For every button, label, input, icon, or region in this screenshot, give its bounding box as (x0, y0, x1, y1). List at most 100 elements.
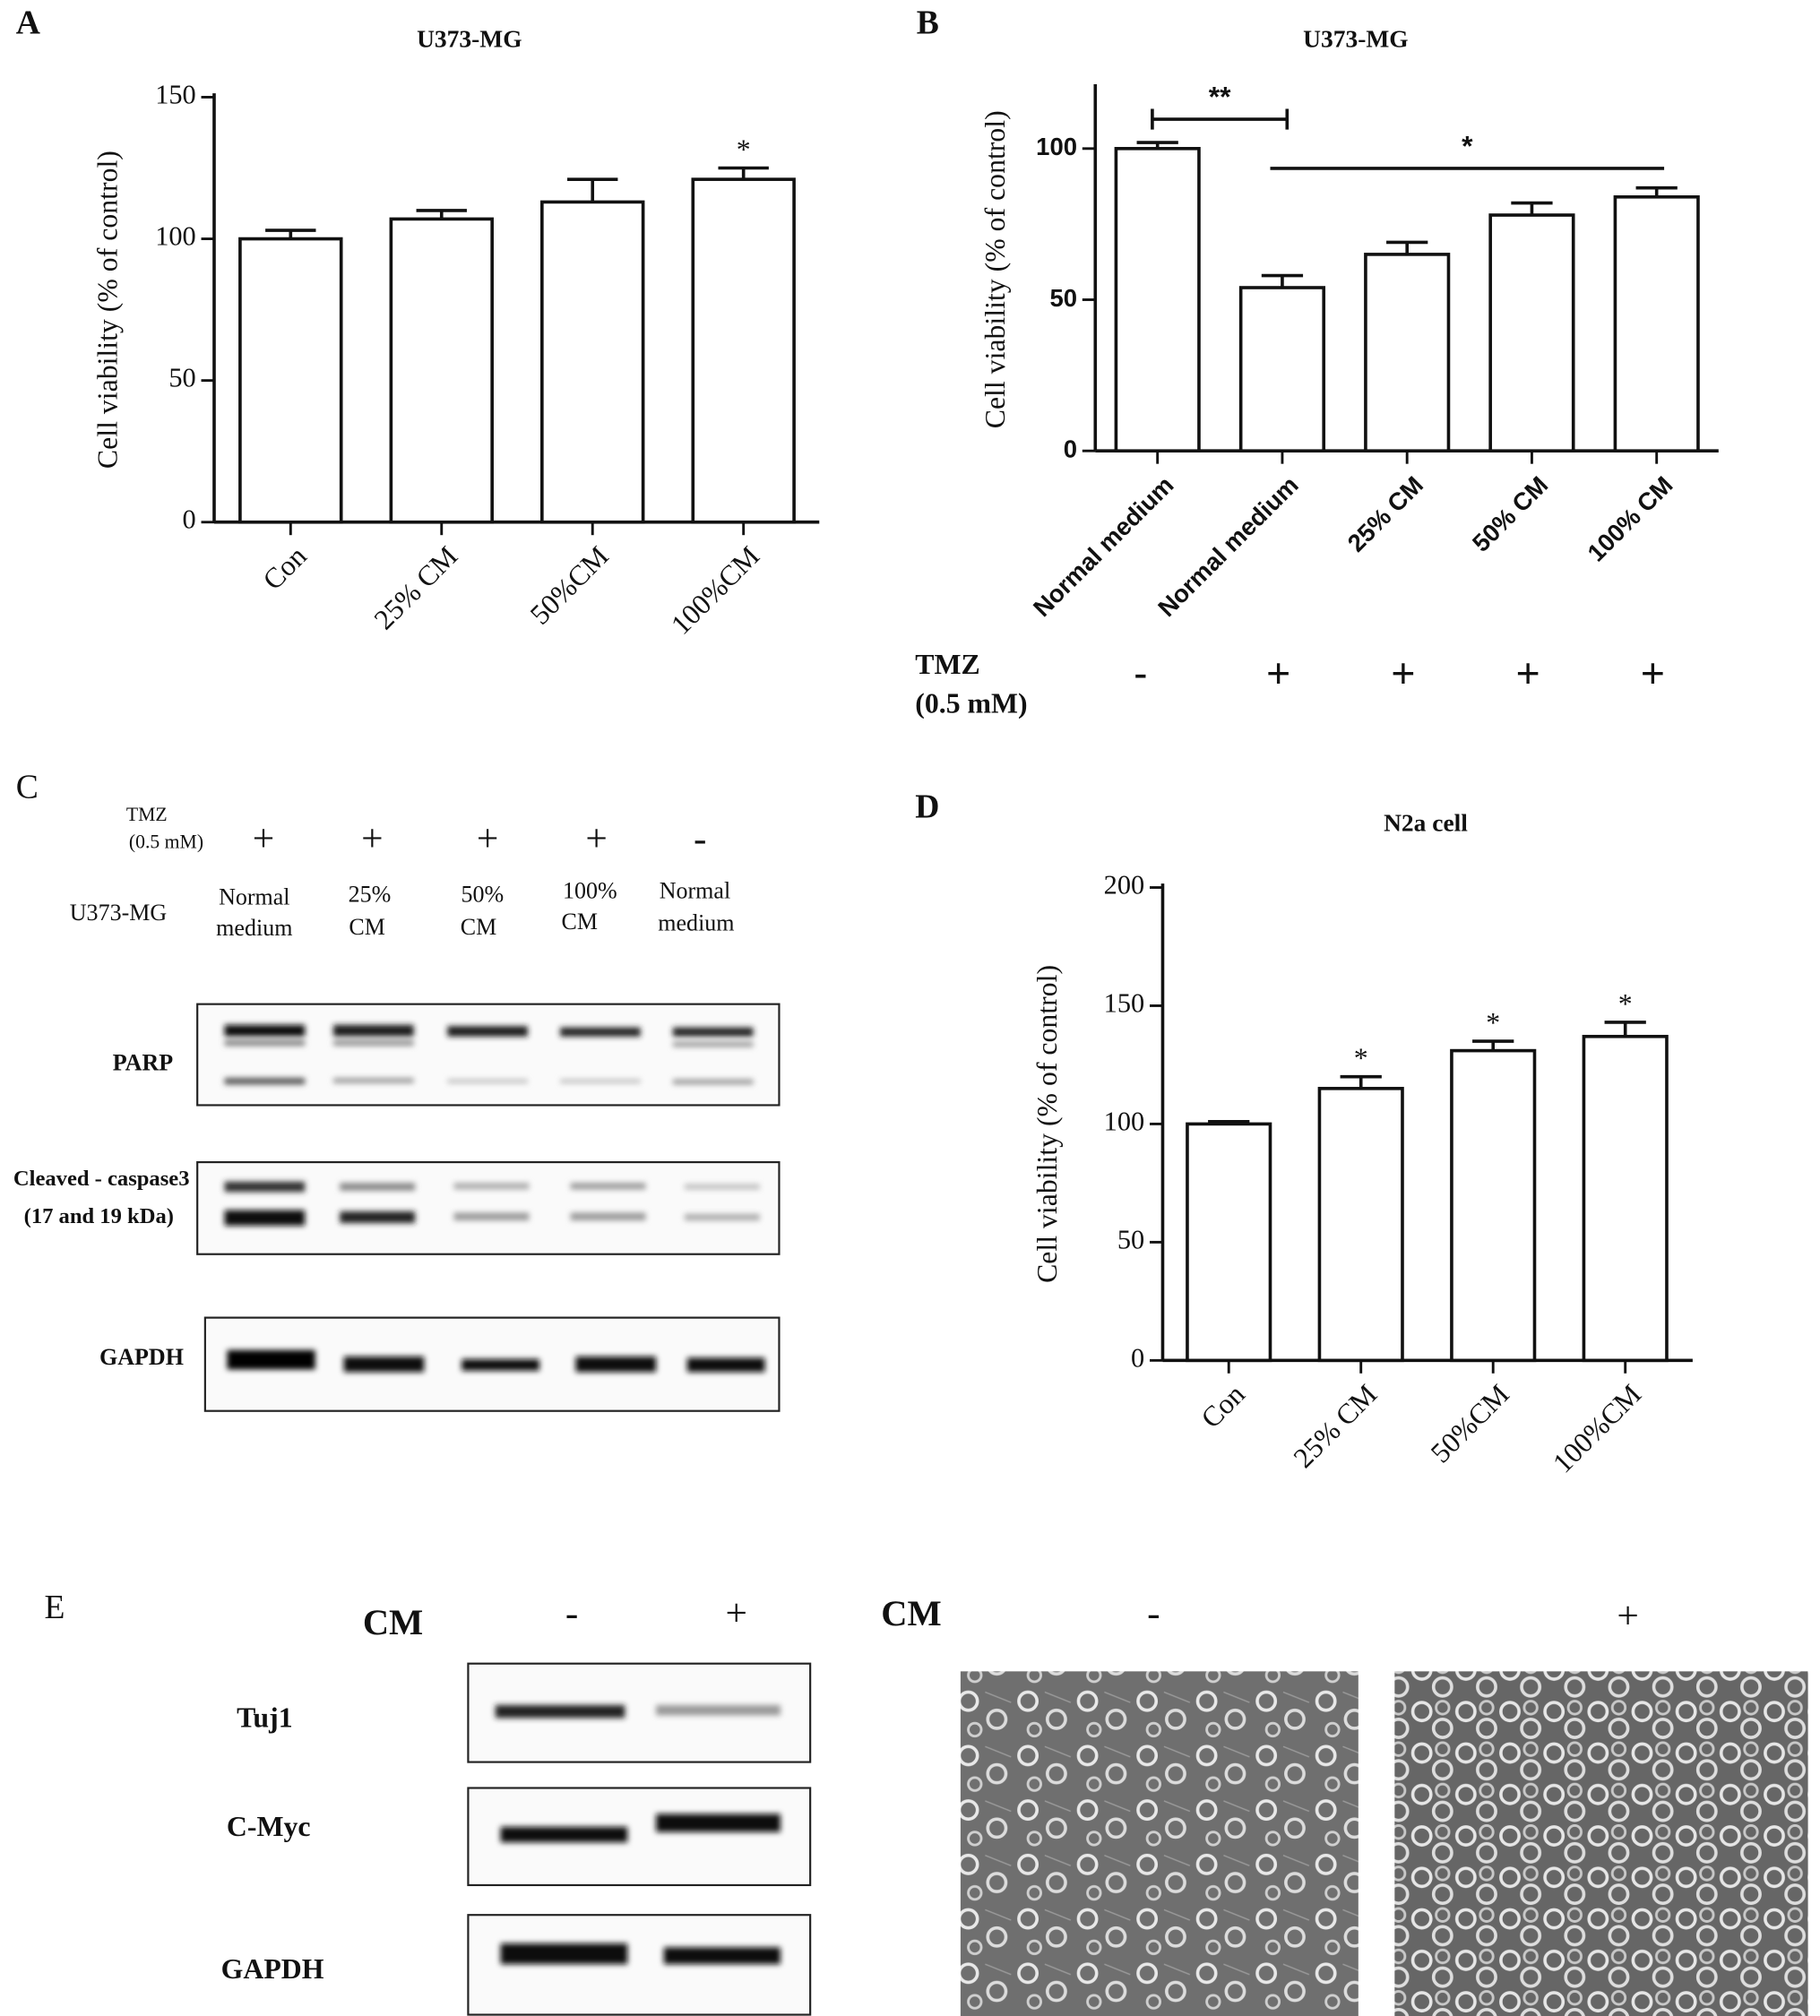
panel-label: C (16, 770, 39, 806)
lane-label: 25% (349, 882, 392, 908)
treatment-sign: - (1134, 650, 1147, 696)
image-sign: + (1617, 1594, 1638, 1637)
bar (389, 217, 494, 524)
cell-image (960, 1671, 1359, 2016)
y-axis-label: Cell viability (% of control) (1031, 965, 1063, 1283)
y-tick-label: 50 (1117, 1224, 1144, 1254)
x-tick-label: 25% CM (368, 540, 464, 636)
treatment-sign: + (1391, 650, 1415, 696)
y-tick-label: 100 (1104, 1106, 1145, 1136)
panel-label: D (915, 788, 939, 825)
bar (1238, 286, 1326, 453)
row-label: (17 and 19 kDa) (24, 1204, 174, 1228)
treatment-label: TMZ (915, 649, 979, 680)
panel-c: C TMZ (0.5 mM) + + + + - U373-MG Normal … (13, 770, 781, 1412)
significance: * (737, 134, 751, 165)
treatment-sign: + (1266, 650, 1290, 696)
bar (1186, 1122, 1272, 1363)
lane-label: Normal (219, 884, 289, 910)
y-tick-label: 100 (155, 221, 196, 252)
panel-label: A (16, 5, 40, 42)
bar (1317, 1087, 1404, 1363)
bar (1114, 147, 1201, 453)
tmz-sign: + (585, 817, 607, 860)
blot (467, 1914, 812, 2016)
row-label: C-Myc (227, 1811, 311, 1842)
y-axis-label: Cell viability (% of control) (979, 110, 1011, 428)
bar (540, 200, 645, 524)
x-tick-label: 25% CM (1288, 1378, 1384, 1474)
bar (238, 237, 343, 524)
x-tick-label: 25% CM (1342, 470, 1428, 556)
panel-e: E CM - + Tuj1 C-Myc GAPDH CM - + (45, 1590, 1808, 2016)
cm-sign: + (725, 1592, 746, 1635)
tmz-label: TMZ (126, 804, 168, 825)
row-label: GAPDH (221, 1953, 324, 1985)
significance: ** (1209, 80, 1231, 112)
y-tick-label: 0 (1064, 435, 1077, 462)
y-tick-label: 100 (1036, 133, 1077, 160)
significance: * (1618, 988, 1633, 1020)
lane-label: 50% (461, 882, 504, 908)
y-tick-label: 50 (168, 363, 195, 393)
treatment-sign: + (1516, 650, 1540, 696)
cm-label: CM (363, 1602, 423, 1642)
bands (227, 1349, 765, 1373)
y-tick-label: 150 (1104, 987, 1145, 1018)
lane-label: Normal (660, 877, 730, 903)
tmz-sign: + (477, 817, 498, 860)
panel-label: E (45, 1590, 65, 1626)
x-tick-label: Con (1195, 1378, 1251, 1434)
x-tick-label: Con (257, 540, 313, 596)
tmz-sign: + (361, 817, 383, 860)
chart-title: U373-MG (417, 26, 522, 53)
y-tick-label: 0 (1131, 1342, 1144, 1373)
image-sign: - (1147, 1592, 1160, 1635)
blot (196, 1003, 781, 1107)
bar (1613, 194, 1700, 453)
bar (691, 177, 796, 524)
y-tick-label: 200 (1104, 869, 1145, 900)
x-tick-label: 100% CM (1582, 470, 1678, 566)
image-cm-label: CM (881, 1593, 941, 1633)
bar (1582, 1034, 1669, 1363)
significance: * (1486, 1007, 1500, 1038)
significance: * (1462, 129, 1473, 161)
x-tick-label: 100%CM (1547, 1378, 1647, 1478)
lane-label: medium (658, 909, 734, 935)
row-label: Tuj1 (237, 1702, 292, 1734)
chart-title: U373-MG (1303, 26, 1408, 53)
lane-label: CM (562, 909, 598, 935)
tmz-dose: (0.5 mM) (129, 831, 203, 852)
cm-sign: - (565, 1592, 578, 1635)
bands (224, 1024, 754, 1085)
lane-label: 100% (563, 877, 617, 903)
lane-label: CM (349, 914, 384, 940)
bands (224, 1181, 760, 1226)
cell-label: U373-MG (70, 900, 167, 926)
x-tick-label: 100%CM (665, 540, 765, 641)
tmz-sign: + (253, 817, 274, 860)
cell-image (1394, 1671, 1808, 2016)
y-tick-label: 150 (155, 79, 196, 109)
y-tick-label: 50 (1049, 284, 1077, 312)
significance: * (1354, 1043, 1368, 1074)
row-label: GAPDH (99, 1344, 184, 1370)
panel-label: B (917, 5, 939, 42)
y-tick-label: 0 (183, 504, 196, 535)
treatment-sign: + (1641, 650, 1665, 696)
x-tick-label: 50%CM (524, 540, 615, 631)
row-label: PARP (113, 1050, 174, 1076)
chart-title: N2a cell (1384, 809, 1468, 836)
lane-label: medium (216, 915, 292, 941)
bands (495, 1704, 781, 1965)
bar (1488, 213, 1575, 453)
blot (196, 1160, 781, 1255)
lane-label: CM (461, 914, 496, 940)
bar (1450, 1048, 1537, 1363)
x-tick-label: 50% CM (1467, 470, 1553, 556)
x-tick-label: 50%CM (1425, 1378, 1515, 1469)
y-axis-label: Cell viability (% of control) (92, 151, 124, 469)
bar (1364, 253, 1451, 453)
